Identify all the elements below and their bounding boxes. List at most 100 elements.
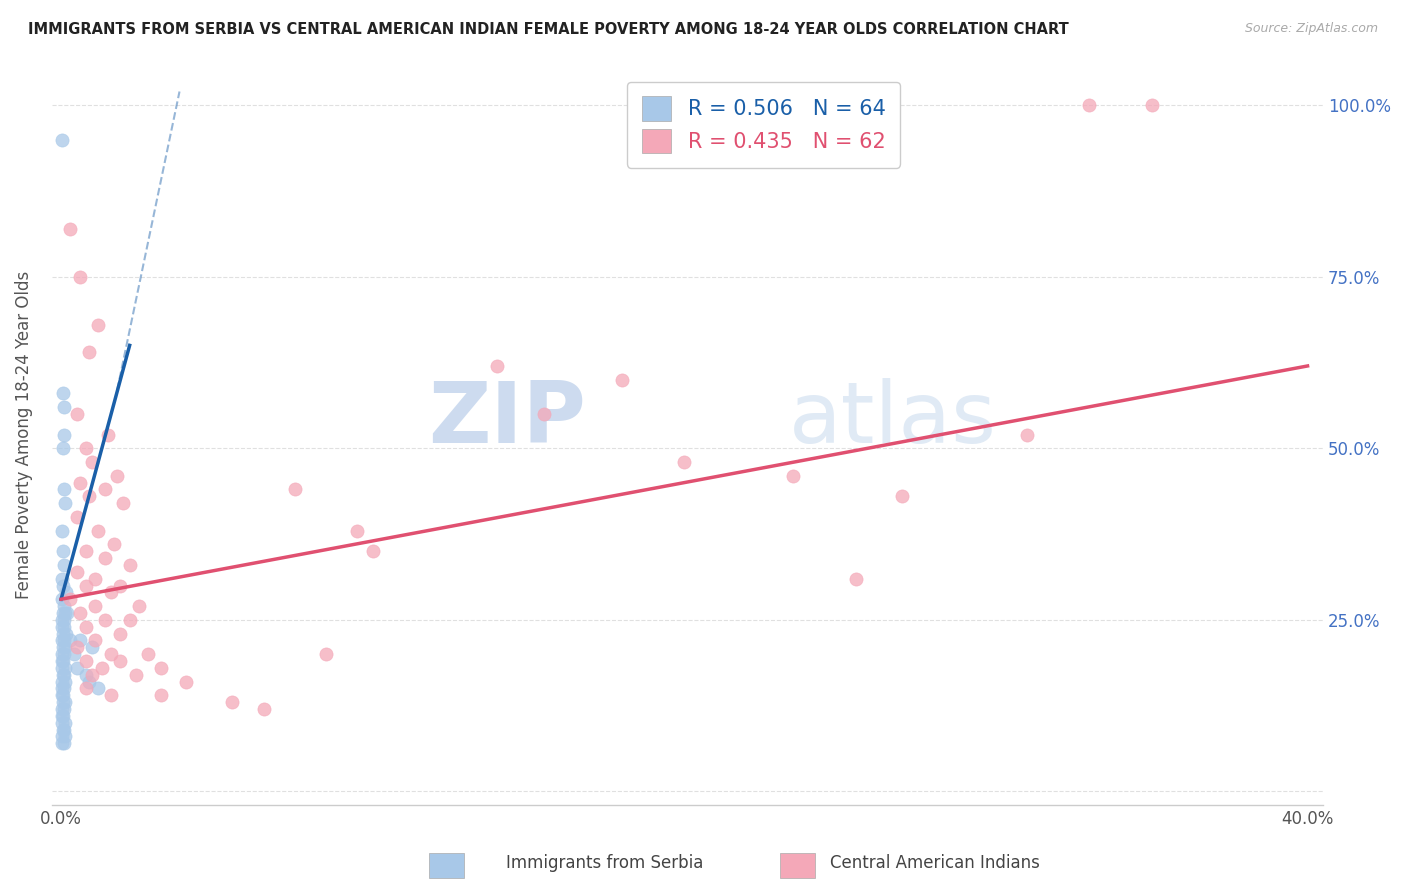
Point: [69, 269, 91, 284]
Point: [891, 489, 914, 503]
Point: [75, 620, 97, 634]
Point: [1140, 98, 1163, 112]
Point: [77, 345, 100, 359]
Point: [69, 606, 91, 620]
Point: [75, 681, 97, 696]
Point: [51, 730, 73, 744]
Point: [100, 647, 122, 661]
Point: [66, 661, 89, 675]
Point: [51, 688, 73, 702]
Point: [125, 667, 148, 681]
Point: [52, 654, 75, 668]
Point: [77, 489, 100, 503]
Point: [53, 620, 76, 634]
Point: [53, 427, 76, 442]
Point: [82, 455, 104, 469]
Point: [55, 626, 77, 640]
Point: [149, 661, 172, 675]
Point: [103, 537, 125, 551]
Point: [75, 667, 97, 681]
Point: [51, 702, 73, 716]
Point: [51, 674, 73, 689]
Point: [56, 606, 79, 620]
Point: [845, 572, 868, 586]
Point: [51, 715, 73, 730]
Y-axis label: Female Poverty Among 18-24 Year Olds: Female Poverty Among 18-24 Year Olds: [15, 270, 32, 599]
Point: [52, 386, 75, 401]
Point: [69, 633, 91, 648]
Text: Immigrants from Serbia: Immigrants from Serbia: [506, 855, 703, 872]
Point: [75, 654, 97, 668]
Point: [53, 599, 76, 613]
Point: [59, 221, 82, 235]
Point: [90, 661, 112, 675]
Point: [52, 640, 75, 655]
Point: [52, 695, 75, 709]
Point: [93, 551, 115, 566]
Point: [51, 572, 73, 586]
Point: [66, 407, 89, 421]
Point: [82, 667, 104, 681]
Point: [533, 407, 555, 421]
Point: [51, 654, 73, 668]
Point: [51, 620, 73, 634]
Point: [75, 544, 97, 558]
Point: [87, 681, 110, 696]
Point: [52, 667, 75, 681]
Text: ZIP: ZIP: [427, 378, 586, 461]
Point: [53, 606, 76, 620]
Point: [118, 558, 141, 572]
Point: [53, 681, 76, 696]
Point: [138, 647, 160, 661]
Point: [118, 613, 141, 627]
Point: [51, 132, 73, 146]
Point: [53, 695, 76, 709]
Point: [221, 695, 243, 709]
Point: [610, 373, 633, 387]
Point: [53, 400, 76, 414]
Point: [66, 640, 89, 655]
Point: [52, 578, 75, 592]
Point: [52, 723, 75, 737]
Point: [53, 736, 76, 750]
Point: [51, 613, 73, 627]
Point: [110, 578, 132, 592]
Point: [93, 483, 115, 497]
Point: [97, 427, 120, 442]
Point: [346, 524, 368, 538]
Point: [53, 702, 76, 716]
Point: [53, 647, 76, 661]
Point: [87, 318, 110, 332]
Point: [100, 585, 122, 599]
Point: [75, 578, 97, 592]
Point: [105, 468, 128, 483]
Point: [52, 709, 75, 723]
Point: [53, 667, 76, 681]
Point: [110, 654, 132, 668]
Point: [59, 592, 82, 607]
Point: [52, 483, 75, 497]
Point: [87, 524, 110, 538]
Point: [53, 633, 76, 648]
Point: [174, 674, 197, 689]
Point: [253, 702, 276, 716]
Point: [53, 730, 76, 744]
Point: [93, 613, 115, 627]
Point: [110, 626, 132, 640]
Point: [51, 633, 73, 648]
Point: [59, 633, 82, 648]
Point: [51, 709, 73, 723]
Point: [52, 442, 75, 456]
Point: [51, 592, 73, 607]
Point: [361, 544, 384, 558]
Text: IMMIGRANTS FROM SERBIA VS CENTRAL AMERICAN INDIAN FEMALE POVERTY AMONG 18-24 YEA: IMMIGRANTS FROM SERBIA VS CENTRAL AMERIC…: [28, 22, 1069, 37]
Point: [284, 483, 307, 497]
Point: [52, 626, 75, 640]
Point: [100, 688, 122, 702]
Point: [673, 455, 696, 469]
Point: [112, 496, 135, 510]
Point: [66, 509, 89, 524]
Point: [53, 723, 76, 737]
Point: [69, 475, 91, 490]
Point: [149, 688, 172, 702]
